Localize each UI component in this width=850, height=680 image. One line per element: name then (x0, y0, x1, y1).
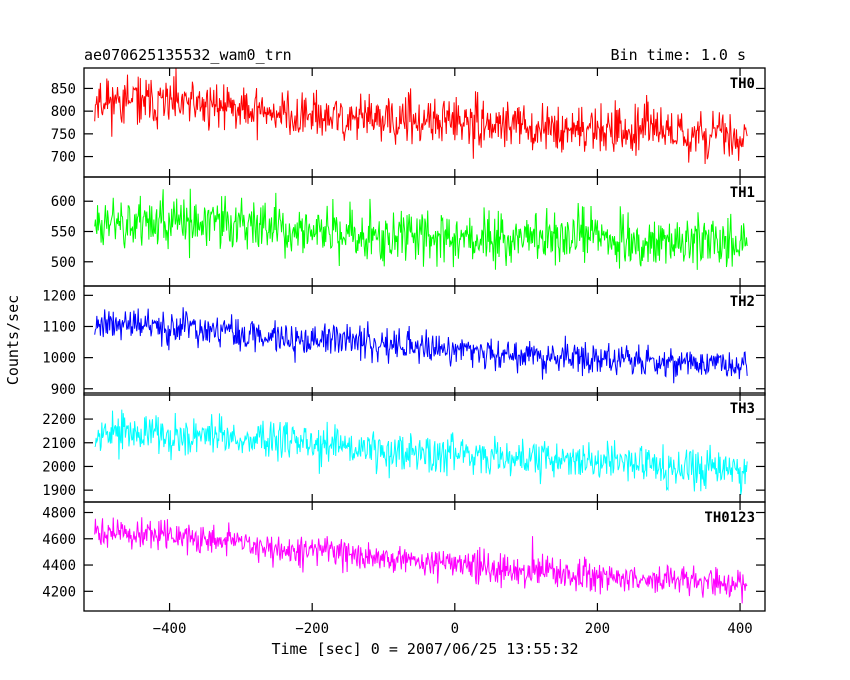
series-line-th0 (94, 68, 748, 164)
panel-label: TH0123 (704, 510, 755, 526)
y-tick-label: 2000 (42, 459, 76, 475)
x-tick-label: −200 (295, 621, 329, 637)
panel-label: TH0 (730, 76, 755, 92)
panels: 700 750 800 850 TH0 500 550 600 TH1 900 1000 1100 12… (42, 67, 766, 612)
y-tick-label: 4600 (42, 532, 76, 548)
x-axis-label: Time [sec] 0 = 2007/06/25 13:55:32 (271, 640, 578, 658)
y-tick-label: 750 (51, 127, 76, 143)
panel-th1: 500 550 600 TH1 (51, 176, 766, 287)
panel-th0: 700 750 800 850 TH0 (51, 67, 766, 178)
y-tick-label: 550 (51, 225, 76, 241)
y-tick-label: 500 (51, 255, 76, 271)
y-tick-label: 4800 (42, 506, 76, 522)
y-tick-label: 1000 (42, 351, 76, 367)
series-line-th2 (94, 307, 748, 384)
bin-time-label: Bin time: 1.0 s (611, 46, 746, 64)
series-line-th3 (94, 409, 748, 496)
x-tick-label: 400 (727, 621, 752, 637)
y-tick-label: 2200 (42, 412, 76, 428)
panel-label: TH3 (730, 401, 755, 417)
y-tick-label: 1900 (42, 483, 76, 499)
panel-frame (83, 501, 766, 612)
series-line-th1 (94, 188, 748, 270)
chart-title: ae070625135532_wam0_trn (84, 46, 292, 64)
y-tick-label: 850 (51, 81, 76, 97)
y-tick-label: 600 (51, 194, 76, 210)
y-tick-label: 900 (51, 382, 76, 398)
x-axis: −400 −200 0 200 400 (153, 621, 753, 637)
panel-th3: 1900 2000 2100 2200 TH3 (42, 392, 766, 503)
x-tick-label: 0 (451, 621, 459, 637)
panel-frame (83, 285, 766, 396)
series-line-th0123 (94, 517, 748, 604)
y-axis-label: Counts/sec (4, 295, 22, 385)
y-tick-label: 4200 (42, 584, 76, 600)
y-tick-label: 700 (51, 150, 76, 166)
panel-th2: 900 1000 1100 1200 TH2 (42, 285, 766, 398)
y-tick-label: 2100 (42, 436, 76, 452)
y-tick-label: 1200 (42, 288, 76, 304)
panel-th0123: 4200 4400 4600 4800 TH0123 (42, 501, 766, 612)
y-tick-label: 4400 (42, 558, 76, 574)
y-tick-label: 800 (51, 104, 76, 120)
x-tick-label: −400 (153, 621, 187, 637)
panel-label: TH2 (730, 294, 755, 310)
x-tick-label: 200 (585, 621, 610, 637)
panel-label: TH1 (730, 185, 755, 201)
y-tick-label: 1100 (42, 319, 76, 335)
